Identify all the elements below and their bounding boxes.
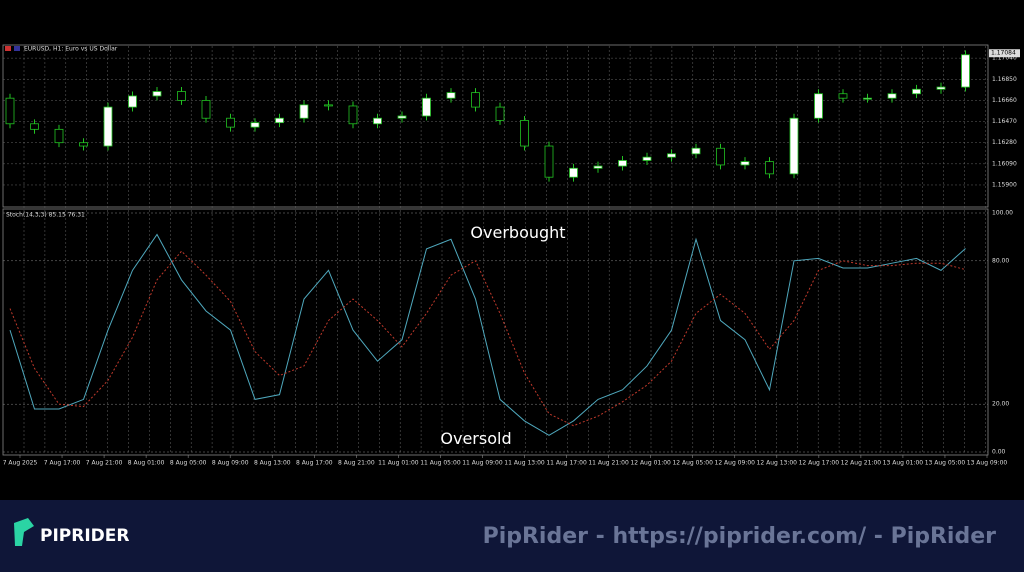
x-tick-label: 11 Aug 05:00	[420, 460, 461, 467]
candle-body	[765, 161, 774, 175]
y-tick-label: 20.00	[992, 401, 1009, 408]
candle-body	[446, 92, 456, 99]
x-tick-label: 13 Aug 01:00	[883, 460, 924, 467]
candle-body	[250, 122, 260, 128]
price-panel-frame	[2, 44, 989, 208]
x-tick-label: 12 Aug 17:00	[799, 460, 840, 467]
y-tick-label: 1.16280	[992, 139, 1017, 146]
x-tick-label: 8 Aug 01:00	[128, 460, 165, 467]
last-price-label: 1.17084	[991, 50, 1016, 57]
candle-body	[887, 93, 897, 99]
candle-body	[618, 160, 627, 167]
candle-body	[912, 88, 921, 95]
last-price-box	[989, 49, 1020, 58]
indicator-title: Stoch(14,3,3) 85.15 76.31	[6, 212, 85, 219]
y-tick-label: 1.16850	[992, 76, 1017, 83]
candle-body	[814, 93, 823, 119]
x-tick-label: 13 Aug 09:00	[967, 460, 1008, 467]
candle-body	[397, 115, 407, 119]
candle-body	[373, 117, 382, 125]
candle-body	[348, 105, 358, 125]
candle-body	[569, 167, 578, 178]
candle-body	[863, 97, 872, 100]
candle-body	[177, 91, 186, 101]
x-tick-label: 7 Aug 21:00	[86, 460, 123, 467]
y-tick-label: 80.00	[992, 257, 1009, 264]
candle-body	[30, 123, 39, 130]
x-tick-label: 11 Aug 13:00	[504, 460, 545, 467]
x-tick-label: 7 Aug 2025	[3, 460, 38, 467]
x-tick-label: 8 Aug 17:00	[296, 460, 333, 467]
y-tick-label: 1.16090	[992, 160, 1017, 167]
watermark: PipRider - https://piprider.com/ - PipRi…	[483, 524, 997, 549]
x-tick-label: 8 Aug 13:00	[254, 460, 291, 467]
x-tick-label: 8 Aug 09:00	[212, 460, 249, 467]
x-tick-label: 7 Aug 17:00	[44, 460, 81, 467]
candle-body	[152, 91, 162, 97]
brand-name: PIPRIDER	[40, 526, 129, 546]
candle-body	[201, 100, 211, 119]
candle-body	[544, 145, 554, 178]
candle-body	[593, 165, 603, 169]
candle-body	[495, 106, 505, 121]
candle-body	[667, 153, 676, 158]
candle-body	[422, 97, 431, 117]
candle-body	[275, 117, 284, 124]
candle-body	[324, 104, 333, 107]
x-tick-label: 13 Aug 05:00	[925, 460, 966, 467]
candle-body	[936, 86, 946, 90]
x-tick-label: 11 Aug 21:00	[588, 460, 629, 467]
y-tick-label: 1.17040	[992, 55, 1017, 62]
annotation: Oversold	[440, 429, 511, 448]
x-tick-label: 12 Aug 09:00	[715, 460, 756, 467]
candle-body	[226, 117, 235, 128]
footer-band	[0, 500, 1024, 572]
stoch-panel-frame	[2, 208, 989, 456]
candle-body	[838, 93, 848, 99]
annotation: Overbought	[470, 223, 565, 242]
candle-body	[299, 104, 309, 119]
y-tick-label: 0.00	[992, 449, 1006, 456]
candle-body	[961, 54, 970, 88]
stoch-line	[9, 250, 966, 427]
x-tick-label: 12 Aug 01:00	[630, 460, 671, 467]
x-tick-label: 11 Aug 01:00	[378, 460, 419, 467]
x-tick-label: 12 Aug 05:00	[672, 460, 713, 467]
x-tick-label: 11 Aug 17:00	[546, 460, 587, 467]
candle-body	[471, 92, 480, 108]
stoch-line	[9, 233, 966, 436]
candle-body	[128, 95, 137, 108]
candle-body	[691, 147, 701, 155]
y-tick-label: 1.16660	[992, 97, 1017, 104]
symbol-title: EURUSD, H1: Euro vs US Dollar	[24, 46, 118, 53]
x-tick-label: 8 Aug 21:00	[338, 460, 375, 467]
brand-logo	[14, 518, 34, 546]
candle-body	[103, 106, 113, 147]
candle-body	[716, 147, 725, 166]
candle-body	[789, 117, 799, 175]
flag-icon	[5, 46, 11, 51]
candle-body	[5, 97, 15, 125]
candle-body	[79, 142, 88, 147]
y-tick-label: 100.00	[992, 210, 1013, 217]
y-tick-label: 1.15900	[992, 181, 1017, 188]
flag-icon	[14, 46, 20, 51]
x-tick-label: 11 Aug 09:00	[462, 460, 503, 467]
y-tick-label: 1.16470	[992, 118, 1017, 125]
candle-body	[740, 161, 750, 166]
candle-body	[520, 120, 529, 147]
candle-body	[642, 156, 652, 161]
x-tick-label: 12 Aug 21:00	[841, 460, 882, 467]
candle-body	[54, 128, 64, 144]
chart-bg	[0, 0, 1024, 500]
x-tick-label: 12 Aug 13:00	[757, 460, 798, 467]
x-tick-label: 8 Aug 05:00	[170, 460, 207, 467]
